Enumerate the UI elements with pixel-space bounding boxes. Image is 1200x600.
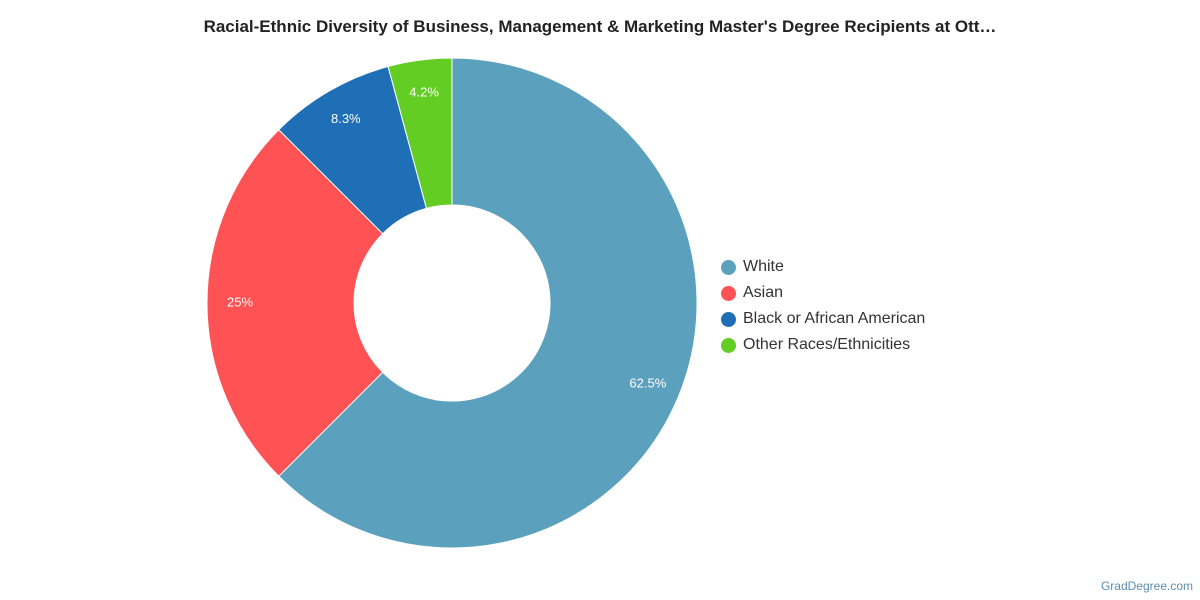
- legend-item-other-races[interactable]: Other Races/Ethnicities: [721, 332, 925, 358]
- slice-label-white: 62.5%: [629, 376, 666, 391]
- slice-white[interactable]: [278, 57, 698, 549]
- credit-link[interactable]: GradDegree.com: [1100, 579, 1193, 593]
- legend-label-asian: Asian: [743, 284, 784, 301]
- legend-label-other-races: Other Races/Ethnicities: [743, 336, 911, 353]
- legend-swatch-asian: [721, 285, 736, 301]
- slices-group: [206, 57, 698, 549]
- chart-title: Racial-Ethnic Diversity of Business, Man…: [203, 17, 997, 36]
- legend-swatch-other-races: [721, 337, 736, 353]
- legend-label-white: White: [743, 258, 784, 275]
- slice-label-asian: 25%: [227, 294, 253, 309]
- legend-swatch-black-or-african-american: [721, 311, 736, 327]
- slice-asian[interactable]: [206, 129, 384, 477]
- legend-item-white[interactable]: White: [721, 254, 925, 280]
- legend-label-black-or-african-american: Black or African American: [743, 310, 926, 327]
- legend-swatch-white: [721, 259, 736, 275]
- slice-label-other-races-ethnicities: 4.2%: [409, 84, 439, 99]
- slice-other-races-ethnicities[interactable]: [387, 57, 453, 210]
- legend-item-black-or-african-american[interactable]: Black or African American: [721, 306, 925, 332]
- slice-label-black-or-african-american: 8.3%: [331, 111, 361, 126]
- slice-labels-group: 62.5% 25% 8.3% 4.2%: [227, 84, 667, 390]
- legend-item-asian[interactable]: Asian: [721, 280, 925, 306]
- legend: White Asian Black or African American Ot…: [721, 254, 925, 358]
